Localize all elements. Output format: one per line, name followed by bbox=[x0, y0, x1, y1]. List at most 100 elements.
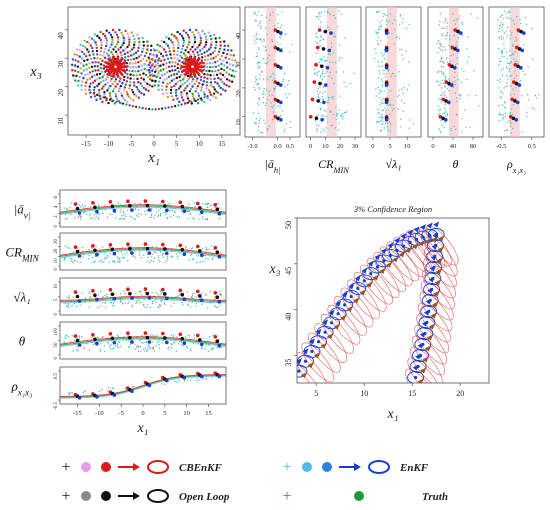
vpanel-cloud-point bbox=[399, 15, 402, 17]
vpanel-cloud-point bbox=[341, 117, 344, 120]
hpanel-cloud-point bbox=[138, 291, 141, 293]
conf-cbenkf-arrow bbox=[340, 314, 347, 321]
conf-enkf-arrow bbox=[354, 275, 361, 282]
hpanel-cloud-point bbox=[113, 305, 115, 307]
hpanel-cloud-point bbox=[177, 258, 179, 260]
hpanel-cloud-point bbox=[170, 210, 172, 212]
hpanel-cloud-point bbox=[193, 337, 195, 339]
vpanel-cloud-point bbox=[505, 17, 507, 19]
attractor-point bbox=[114, 95, 118, 98]
attractor-point bbox=[162, 63, 165, 66]
hpanel-cloud-point bbox=[178, 216, 181, 218]
hpanel-cloud-point bbox=[191, 247, 194, 249]
attractor-point bbox=[116, 40, 120, 44]
vpanel-cloud-point bbox=[380, 78, 383, 80]
vpanel-cloud-point bbox=[387, 70, 390, 72]
vpanel-marker bbox=[522, 31, 526, 35]
attractor-point bbox=[221, 88, 225, 91]
attractor-point bbox=[128, 62, 132, 65]
attractor-point bbox=[188, 28, 192, 32]
conf-cbenkf-arrow bbox=[430, 312, 437, 319]
hpanel-cloud-point bbox=[159, 260, 161, 263]
vpanel-cloud-point bbox=[257, 83, 260, 86]
attractor-point bbox=[145, 59, 148, 62]
hpanel-cloud-point bbox=[158, 344, 160, 346]
hpanel-marker bbox=[143, 331, 148, 335]
hpanel-cloud-point bbox=[167, 347, 169, 350]
hpanel-cloud-point bbox=[119, 218, 122, 220]
vpanel-cloud-point bbox=[402, 110, 404, 113]
attractor-point bbox=[115, 43, 119, 46]
hpanel-marker bbox=[165, 378, 169, 383]
vpanel-cloud-point bbox=[402, 58, 404, 60]
attractor-point bbox=[185, 94, 189, 98]
vpanel-cloud-point bbox=[329, 13, 331, 16]
vpanel-cloud-point bbox=[273, 77, 276, 80]
hpanel-cloud-point bbox=[216, 306, 218, 309]
hpanel-cloud-point bbox=[92, 261, 94, 264]
vpanel-cloud-point bbox=[271, 39, 273, 41]
vpanel-cloud-point bbox=[499, 25, 502, 27]
attractor-point bbox=[103, 73, 106, 77]
conf-xtick-label: 10 bbox=[360, 389, 368, 398]
vpanel-cloud-point bbox=[255, 20, 257, 22]
attractor-point bbox=[106, 81, 110, 85]
conf-enkf-point bbox=[401, 244, 406, 248]
vpanel-cloud-point bbox=[501, 29, 504, 31]
attractor-point bbox=[80, 72, 83, 75]
vpanel-cloud-point bbox=[317, 50, 319, 52]
vpanel-cloud-point bbox=[512, 127, 514, 130]
hpanel-cloud-point bbox=[160, 213, 162, 215]
attractor-point bbox=[90, 37, 94, 40]
hpanel-cloud-point bbox=[67, 335, 70, 338]
attractor-point bbox=[150, 64, 154, 67]
attractor-point bbox=[99, 50, 103, 53]
vpanel-marker bbox=[444, 118, 448, 122]
hpanel-cloud-point bbox=[218, 338, 220, 341]
vpanel-cloud-point bbox=[381, 61, 383, 64]
conf-enkf-arrow bbox=[407, 229, 414, 236]
vpanel-cloud-point bbox=[498, 87, 500, 89]
attractor-point bbox=[191, 50, 195, 53]
vpanel-cloud-point bbox=[443, 91, 446, 93]
legend-plus-marker: + bbox=[282, 459, 291, 476]
vpanel-cloud-point bbox=[379, 22, 381, 24]
vpanel-cloud-point bbox=[465, 126, 467, 128]
attractor-point bbox=[203, 51, 206, 54]
attractor-point bbox=[84, 46, 87, 49]
legend-ellipse bbox=[368, 460, 390, 474]
attractor-point bbox=[209, 57, 213, 61]
hpanel-cloud-point bbox=[157, 340, 160, 343]
vpanel-cloud-point bbox=[534, 94, 537, 97]
hpanel-marker bbox=[126, 287, 130, 292]
vpanel-cloud-point bbox=[271, 79, 274, 82]
attractor-point bbox=[177, 70, 180, 73]
conf-ytick-label: 40 bbox=[284, 313, 293, 321]
hpanel-cloud-point bbox=[159, 203, 161, 205]
attractor-point bbox=[170, 86, 173, 89]
conf-enkf-arrow bbox=[315, 328, 322, 335]
attractor-point bbox=[80, 80, 84, 83]
attractor-point bbox=[215, 43, 218, 47]
hpanel-marker bbox=[130, 251, 134, 255]
vpanel-cloud-point bbox=[467, 36, 469, 38]
attractor-point bbox=[120, 31, 123, 34]
hpanel-cloud-point bbox=[191, 295, 194, 297]
attractor-point bbox=[102, 79, 105, 83]
vpanel-cloud-point bbox=[328, 28, 330, 31]
vpanel-cloud-point bbox=[329, 61, 331, 63]
hpanel-cloud-point bbox=[124, 253, 126, 255]
hpanel-marker bbox=[110, 204, 115, 209]
hpanel-cloud-point bbox=[127, 335, 129, 337]
vpanel-cloud-point bbox=[335, 71, 338, 73]
attractor-point bbox=[203, 45, 206, 49]
conf-enkf-ellipse bbox=[414, 338, 432, 351]
vpanel-cloud-point bbox=[403, 102, 406, 104]
vpanel-cloud-point bbox=[338, 122, 340, 124]
attractor-point bbox=[184, 54, 187, 57]
vpanel-cloud-point bbox=[461, 68, 463, 70]
hpanel-marker bbox=[217, 211, 222, 216]
vpanel-cloud-point bbox=[256, 15, 258, 17]
hpanel-cloud-point bbox=[123, 211, 125, 214]
vpanel-cloud-point bbox=[262, 96, 265, 99]
